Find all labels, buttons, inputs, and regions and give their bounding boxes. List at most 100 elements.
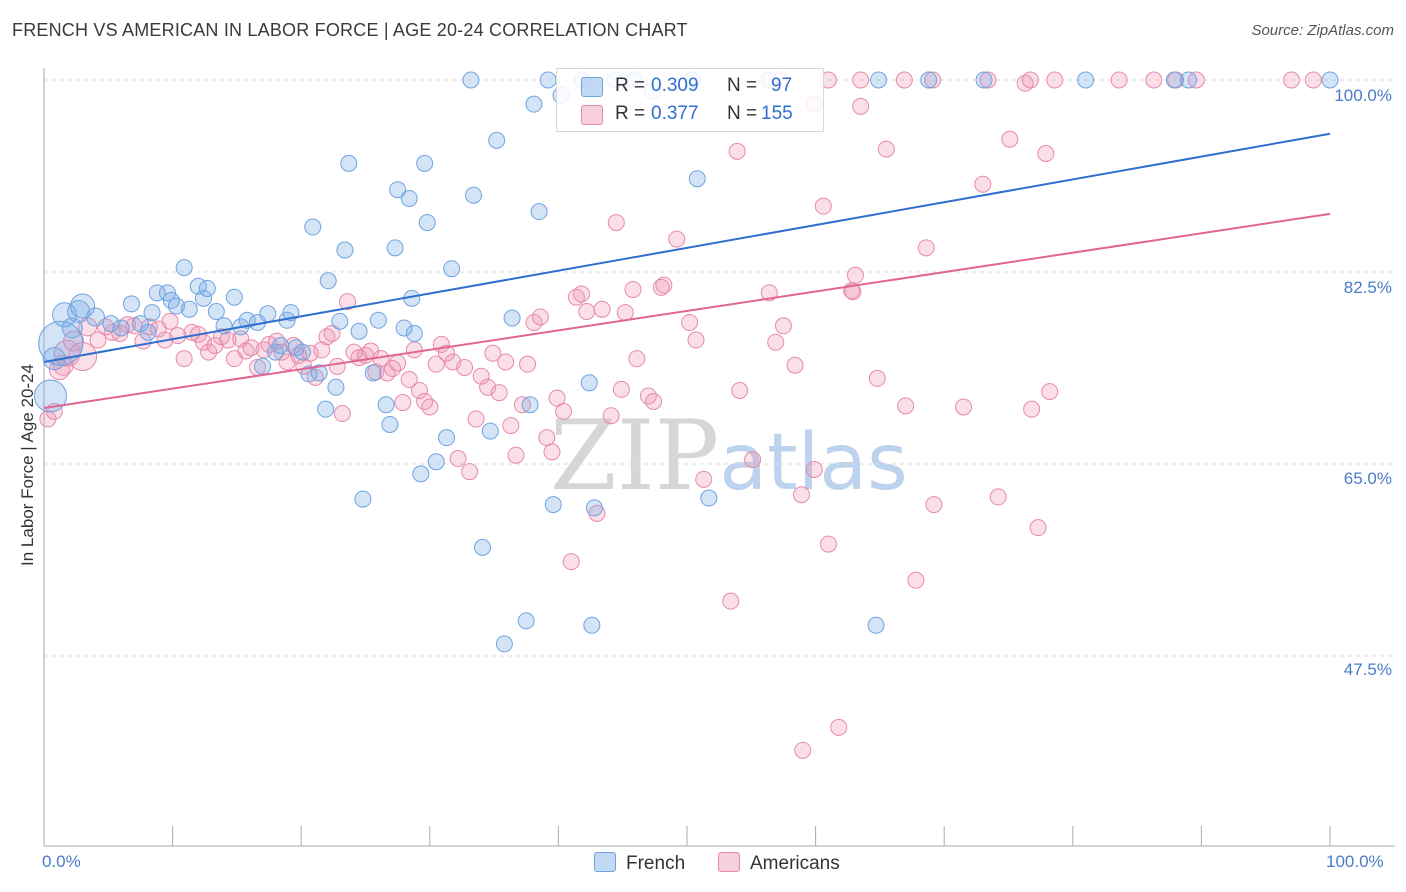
american-point bbox=[907, 571, 925, 589]
american-point bbox=[573, 285, 591, 303]
legend-n-value: 155 bbox=[761, 103, 793, 124]
french-point bbox=[418, 214, 436, 232]
french-point bbox=[158, 284, 176, 302]
french-point bbox=[462, 71, 480, 89]
legend-r-value: 0.309 bbox=[651, 75, 699, 96]
y-tick-label: 82.5% bbox=[1343, 278, 1392, 297]
watermark: ZIPatlas bbox=[550, 400, 908, 512]
legend-n-value: 97 bbox=[771, 75, 793, 96]
french-point bbox=[503, 309, 521, 327]
chart-title: FRENCH VS AMERICAN IN LABOR FORCE | AGE … bbox=[12, 20, 688, 40]
american-point bbox=[925, 496, 943, 514]
american-point bbox=[237, 342, 255, 360]
american-point bbox=[767, 333, 785, 351]
legend-swatch-french bbox=[581, 77, 603, 97]
american-point bbox=[175, 350, 193, 368]
french-point bbox=[386, 239, 404, 257]
french-point bbox=[405, 324, 423, 342]
french-point bbox=[1180, 71, 1198, 89]
american-point bbox=[161, 312, 179, 330]
american-point bbox=[219, 331, 237, 349]
american-point bbox=[472, 367, 490, 385]
american-point bbox=[954, 398, 972, 416]
american-point bbox=[607, 214, 625, 232]
legend-n-label: N = bbox=[727, 75, 758, 96]
french-point bbox=[525, 95, 543, 113]
american-point bbox=[1041, 383, 1059, 401]
american-point bbox=[792, 486, 810, 504]
american-point bbox=[538, 429, 556, 447]
french-point bbox=[920, 71, 938, 89]
french-point bbox=[293, 343, 311, 361]
american-point bbox=[602, 407, 620, 425]
french-point bbox=[488, 131, 506, 149]
american-point bbox=[1021, 71, 1039, 89]
y-tick-label: 65.0% bbox=[1343, 469, 1392, 488]
french-point bbox=[148, 284, 166, 302]
bottom-legend-label: Americans bbox=[750, 853, 840, 874]
bottom-legend-label: French bbox=[626, 853, 686, 874]
american-point bbox=[1037, 145, 1055, 163]
french-point bbox=[70, 293, 96, 319]
french-point bbox=[102, 315, 120, 333]
american-point bbox=[974, 175, 992, 193]
american-point bbox=[722, 592, 740, 610]
french-point bbox=[319, 272, 337, 290]
american-point bbox=[645, 392, 663, 410]
watermark-zip: ZIP bbox=[550, 400, 720, 512]
french-point bbox=[521, 396, 539, 414]
french-point bbox=[122, 295, 140, 313]
french-point bbox=[427, 453, 445, 471]
american-point bbox=[318, 328, 336, 346]
american-point bbox=[844, 283, 862, 301]
french-point bbox=[495, 635, 513, 653]
american-point bbox=[1001, 130, 1019, 148]
american-point bbox=[846, 266, 864, 284]
american-point bbox=[323, 324, 341, 342]
french-point bbox=[377, 396, 395, 414]
bottom-legend-americans: Americans bbox=[718, 852, 840, 875]
grid-lines bbox=[44, 79, 1395, 657]
american-point bbox=[284, 337, 302, 355]
american-point bbox=[852, 71, 870, 89]
american-point bbox=[786, 356, 804, 374]
french-point bbox=[139, 323, 157, 341]
source-label: Source: ZipAtlas.com bbox=[1251, 22, 1394, 39]
american-point bbox=[555, 402, 573, 420]
american-point bbox=[814, 197, 832, 215]
french-point bbox=[198, 279, 216, 297]
french-point bbox=[517, 612, 535, 630]
american-point bbox=[794, 741, 812, 759]
american-point bbox=[461, 463, 479, 481]
french-point bbox=[167, 297, 185, 315]
french-point bbox=[1165, 71, 1183, 89]
french-point bbox=[583, 616, 601, 634]
american-point bbox=[394, 394, 412, 412]
american-point bbox=[456, 358, 474, 376]
french-point bbox=[412, 465, 430, 483]
american-point bbox=[895, 71, 913, 89]
american-point bbox=[728, 142, 746, 160]
american-point bbox=[687, 331, 705, 349]
american-point bbox=[502, 417, 520, 435]
american-point bbox=[400, 371, 418, 389]
x-tick-label: 100.0% bbox=[1326, 852, 1384, 871]
french-point bbox=[327, 378, 345, 396]
french-point bbox=[416, 154, 434, 172]
american-point bbox=[519, 355, 537, 373]
french-point bbox=[544, 496, 562, 514]
french-point bbox=[225, 288, 243, 306]
american-point bbox=[805, 460, 823, 478]
american-point bbox=[652, 278, 670, 296]
legend-swatch-americans bbox=[581, 105, 603, 125]
american-point bbox=[507, 446, 525, 464]
french-point bbox=[688, 170, 706, 188]
american-point bbox=[628, 350, 646, 368]
american-point bbox=[1110, 71, 1128, 89]
french-point bbox=[38, 320, 84, 366]
french-point bbox=[336, 241, 354, 259]
french-point bbox=[389, 181, 407, 199]
french-point bbox=[1077, 71, 1095, 89]
american-point bbox=[333, 405, 351, 423]
